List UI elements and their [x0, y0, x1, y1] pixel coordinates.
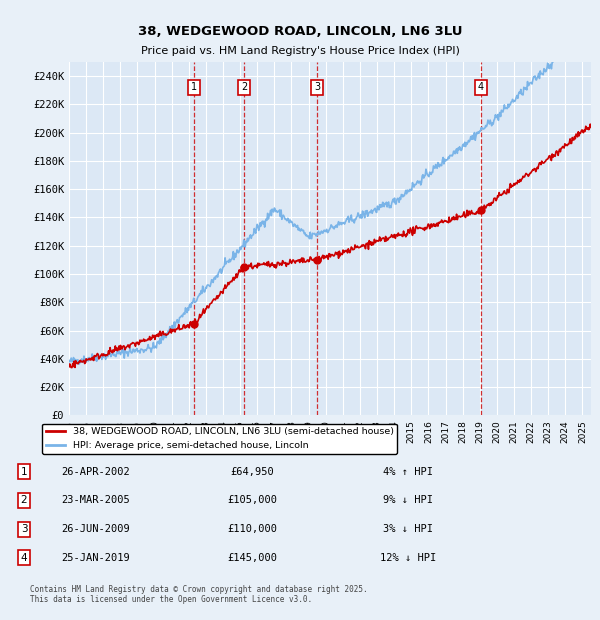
Text: £105,000: £105,000: [227, 495, 277, 505]
Text: 25-JAN-2019: 25-JAN-2019: [62, 553, 130, 563]
Text: 3% ↓ HPI: 3% ↓ HPI: [383, 524, 433, 534]
Text: 12% ↓ HPI: 12% ↓ HPI: [380, 553, 436, 563]
Text: 26-JUN-2009: 26-JUN-2009: [62, 524, 130, 534]
Text: 2: 2: [241, 82, 247, 92]
Text: Price paid vs. HM Land Registry's House Price Index (HPI): Price paid vs. HM Land Registry's House …: [140, 46, 460, 56]
Text: 1: 1: [20, 467, 28, 477]
Text: 23-MAR-2005: 23-MAR-2005: [62, 495, 130, 505]
Text: 26-APR-2002: 26-APR-2002: [62, 467, 130, 477]
Text: £110,000: £110,000: [227, 524, 277, 534]
Text: £145,000: £145,000: [227, 553, 277, 563]
Text: Contains HM Land Registry data © Crown copyright and database right 2025.
This d: Contains HM Land Registry data © Crown c…: [30, 585, 368, 604]
Text: 4: 4: [478, 82, 484, 92]
Text: 2: 2: [20, 495, 28, 505]
Text: 1: 1: [191, 82, 197, 92]
Text: 38, WEDGEWOOD ROAD, LINCOLN, LN6 3LU: 38, WEDGEWOOD ROAD, LINCOLN, LN6 3LU: [138, 25, 462, 38]
Text: 3: 3: [314, 82, 320, 92]
Text: 3: 3: [20, 524, 28, 534]
Text: 4: 4: [20, 553, 28, 563]
Text: 4% ↑ HPI: 4% ↑ HPI: [383, 467, 433, 477]
Text: 9% ↓ HPI: 9% ↓ HPI: [383, 495, 433, 505]
Legend: 38, WEDGEWOOD ROAD, LINCOLN, LN6 3LU (semi-detached house), HPI: Average price, : 38, WEDGEWOOD ROAD, LINCOLN, LN6 3LU (se…: [42, 423, 397, 454]
Text: £64,950: £64,950: [230, 467, 274, 477]
